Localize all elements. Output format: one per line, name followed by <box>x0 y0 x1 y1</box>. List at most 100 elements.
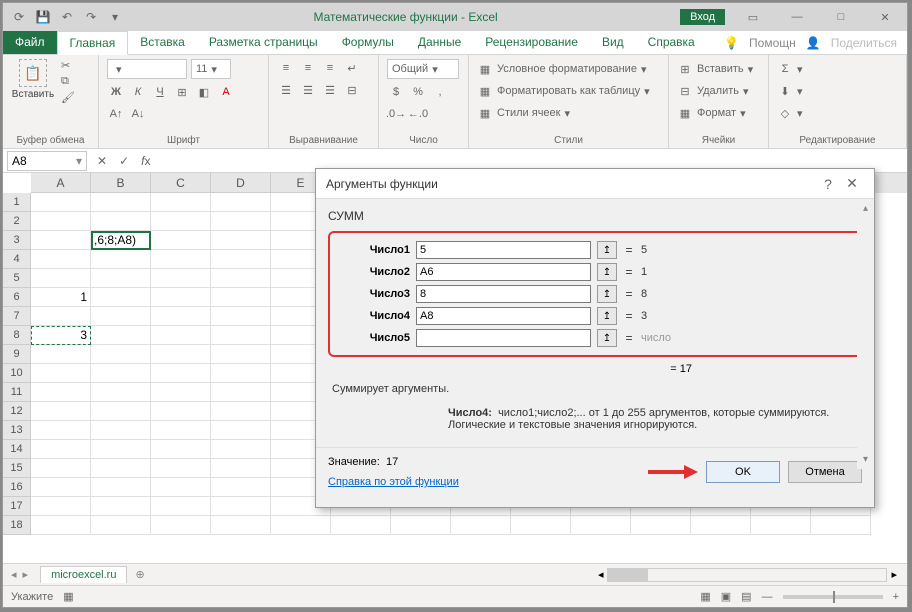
tab-review[interactable]: Рецензирование <box>473 31 590 54</box>
close-button[interactable]: ✕ <box>863 3 907 31</box>
cell[interactable] <box>91 364 151 383</box>
cell[interactable] <box>211 269 271 288</box>
cell[interactable] <box>151 250 211 269</box>
ok-button[interactable]: OK <box>706 461 780 483</box>
cell[interactable] <box>91 421 151 440</box>
column-header[interactable]: B <box>91 173 151 193</box>
cell[interactable] <box>91 212 151 231</box>
sheet-nav-prev-icon[interactable]: ◂ <box>11 568 17 581</box>
hscroll-left-icon[interactable]: ◂ <box>598 568 604 581</box>
cancel-formula-icon[interactable]: ✕ <box>91 154 113 168</box>
column-header[interactable]: D <box>211 173 271 193</box>
tab-help[interactable]: Справка <box>636 31 707 54</box>
cell[interactable] <box>91 345 151 364</box>
cell[interactable] <box>151 326 211 345</box>
cell[interactable] <box>31 516 91 535</box>
cell[interactable] <box>31 307 91 326</box>
cell[interactable] <box>211 288 271 307</box>
cell[interactable] <box>151 516 211 535</box>
cell[interactable] <box>91 193 151 212</box>
view-normal-icon[interactable]: ▦ <box>700 590 710 603</box>
delete-cells-button[interactable]: ⊟Удалить ▾ <box>677 81 749 101</box>
percent-icon[interactable]: % <box>409 83 427 101</box>
cell[interactable] <box>91 402 151 421</box>
fill-color-button[interactable]: ◧ <box>195 83 213 101</box>
cell[interactable] <box>31 250 91 269</box>
save-icon[interactable]: 💾 <box>35 9 51 25</box>
dialog-close-button[interactable]: ✕ <box>840 175 864 192</box>
cell[interactable] <box>91 307 151 326</box>
cell[interactable] <box>271 516 331 535</box>
cell[interactable] <box>91 440 151 459</box>
clear-button[interactable]: ◇▾ <box>777 103 803 123</box>
cell[interactable] <box>211 421 271 440</box>
cell[interactable] <box>151 440 211 459</box>
dialog-help-button[interactable]: ? <box>816 176 840 192</box>
zoom-out-icon[interactable]: — <box>762 591 773 603</box>
tab-home[interactable]: Главная <box>57 31 129 55</box>
dec-decimal-icon[interactable]: ←.0 <box>409 105 427 123</box>
cell[interactable] <box>31 383 91 402</box>
cell[interactable] <box>211 497 271 516</box>
cell[interactable] <box>31 421 91 440</box>
arg-input[interactable] <box>416 307 591 325</box>
cell[interactable] <box>331 516 391 535</box>
cell[interactable]: ,6;8;A8) <box>91 231 151 250</box>
cell[interactable] <box>751 516 811 535</box>
view-layout-icon[interactable]: ▣ <box>721 590 731 603</box>
inc-decimal-icon[interactable]: .0→ <box>387 105 405 123</box>
align-mid-icon[interactable]: ≡ <box>299 59 317 77</box>
cell[interactable] <box>31 478 91 497</box>
tab-data[interactable]: Данные <box>406 31 473 54</box>
arg-input[interactable] <box>416 241 591 259</box>
arg-input[interactable] <box>416 263 591 281</box>
row-header[interactable]: 15 <box>3 459 31 478</box>
tab-insert[interactable]: Вставка <box>128 31 197 54</box>
cell[interactable] <box>151 231 211 250</box>
copy-icon[interactable]: ⧉ <box>61 75 75 88</box>
font-size-combo[interactable]: 11▾ <box>191 59 231 79</box>
align-center-icon[interactable]: ☰ <box>299 81 317 99</box>
cell[interactable] <box>91 497 151 516</box>
cell[interactable] <box>91 250 151 269</box>
cell[interactable] <box>211 250 271 269</box>
range-select-icon[interactable]: ↥ <box>597 307 617 325</box>
align-left-icon[interactable]: ☰ <box>277 81 295 99</box>
row-header[interactable]: 13 <box>3 421 31 440</box>
row-header[interactable]: 1 <box>3 193 31 212</box>
paste-button[interactable]: 📋 Вставить <box>11 59 55 100</box>
cell[interactable] <box>151 345 211 364</box>
row-header[interactable]: 18 <box>3 516 31 535</box>
enter-formula-icon[interactable]: ✓ <box>113 154 135 168</box>
insert-cells-button[interactable]: ⊞Вставить ▾ <box>677 59 753 79</box>
italic-button[interactable]: К <box>129 83 147 101</box>
row-header[interactable]: 7 <box>3 307 31 326</box>
row-header[interactable]: 2 <box>3 212 31 231</box>
cell[interactable] <box>31 364 91 383</box>
arg-input[interactable] <box>416 329 591 347</box>
cell[interactable] <box>31 459 91 478</box>
cell[interactable] <box>151 478 211 497</box>
font-name-combo[interactable]: ▾ <box>107 59 187 79</box>
dialog-scrollbar[interactable]: ▴▾ <box>857 199 874 469</box>
align-bot-icon[interactable]: ≡ <box>321 59 339 77</box>
currency-icon[interactable]: $ <box>387 83 405 101</box>
border-button[interactable]: ⊞ <box>173 83 191 101</box>
decrease-font-icon[interactable]: A↓ <box>129 105 147 123</box>
cell[interactable] <box>451 516 511 535</box>
row-header[interactable]: 10 <box>3 364 31 383</box>
zoom-slider[interactable] <box>783 595 883 599</box>
help-link[interactable]: Справка по этой функции <box>328 476 459 488</box>
cell[interactable] <box>31 193 91 212</box>
cell[interactable] <box>691 516 751 535</box>
tab-formulas[interactable]: Формулы <box>330 31 406 54</box>
comma-icon[interactable]: , <box>431 83 449 101</box>
cell[interactable] <box>211 326 271 345</box>
cell[interactable] <box>91 269 151 288</box>
cell[interactable] <box>151 269 211 288</box>
cell[interactable] <box>91 326 151 345</box>
cell[interactable] <box>211 478 271 497</box>
cell[interactable] <box>211 516 271 535</box>
cell[interactable] <box>211 345 271 364</box>
cell[interactable]: 1 <box>31 288 91 307</box>
